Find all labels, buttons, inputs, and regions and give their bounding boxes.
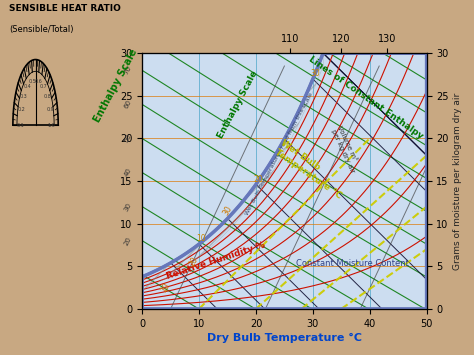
Text: Wet Bulb
Temperature °C: Wet Bulb Temperature °C — [273, 139, 349, 200]
Text: 20: 20 — [188, 255, 201, 268]
Text: Relative Humidity %: Relative Humidity % — [165, 241, 266, 281]
Text: Volume m³
per kg dry air: Volume m³ per kg dry air — [330, 125, 362, 174]
Text: 1.0: 1.0 — [47, 122, 55, 127]
Text: 0.4: 0.4 — [24, 84, 32, 89]
Text: 20: 20 — [123, 235, 133, 246]
Text: Constant Moisture Content: Constant Moisture Content — [296, 259, 409, 268]
Text: SENSIBLE HEAT RATIO: SENSIBLE HEAT RATIO — [9, 4, 121, 12]
Text: 20: 20 — [253, 175, 263, 184]
Text: 0.8: 0.8 — [44, 94, 51, 99]
Polygon shape — [142, 53, 427, 309]
Text: 10: 10 — [196, 234, 206, 244]
Text: 40: 40 — [123, 167, 133, 178]
Text: (Sensible/Total): (Sensible/Total) — [9, 25, 74, 34]
Text: 0.6: 0.6 — [34, 79, 42, 84]
Text: 60: 60 — [123, 99, 133, 110]
Text: Wet Bulb Temperatures read from this scale: Wet Bulb Temperatures read from this sca… — [245, 92, 314, 216]
Text: 70: 70 — [123, 65, 133, 76]
Text: 30: 30 — [310, 70, 320, 78]
Text: 30: 30 — [123, 201, 133, 212]
Text: Lines of Constant Enthalpy: Lines of Constant Enthalpy — [307, 54, 425, 141]
Text: 0.3: 0.3 — [20, 94, 27, 99]
Text: 0.2: 0.2 — [17, 107, 25, 112]
Text: Enthalpy Scale: Enthalpy Scale — [92, 48, 139, 124]
Text: 0.1: 0.1 — [16, 122, 24, 127]
Text: 30: 30 — [222, 204, 235, 217]
Y-axis label: Grams of moisture per kilogram dry air: Grams of moisture per kilogram dry air — [453, 92, 462, 270]
Text: 0.5: 0.5 — [29, 79, 37, 84]
Text: 0.7: 0.7 — [39, 84, 47, 89]
Text: 50: 50 — [123, 133, 133, 144]
X-axis label: Dry Bulb Temperature °C: Dry Bulb Temperature °C — [207, 333, 362, 343]
Text: Enthalpy Scale: Enthalpy Scale — [216, 70, 259, 141]
Text: 10: 10 — [159, 281, 172, 294]
Text: 0.9: 0.9 — [46, 107, 54, 112]
